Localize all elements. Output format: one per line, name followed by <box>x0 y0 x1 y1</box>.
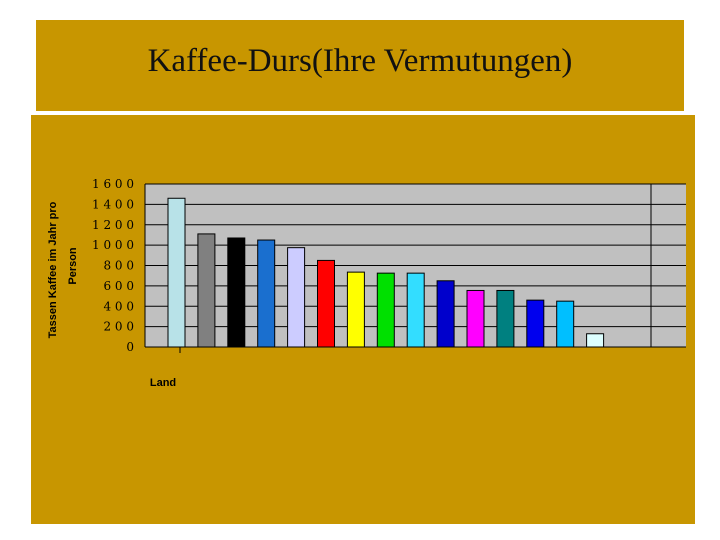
y-tick-label: 2 0 0 <box>103 320 134 334</box>
y-tick-labels: 1 6 0 0 1 4 0 0 1 2 0 0 1 0 0 0 8 0 0 6 0 0 4 … <box>92 177 134 354</box>
y-axis-label-line2: Person <box>67 247 79 285</box>
bar <box>317 259 335 348</box>
bar <box>436 280 455 348</box>
y-axis-label-line1: Tassen Kaffee im Jahr pro <box>47 201 59 338</box>
bar <box>406 272 425 348</box>
bar <box>466 289 485 348</box>
y-tick-label: 1 6 0 0 <box>92 177 134 191</box>
x-axis-label: Land <box>150 377 176 389</box>
bar <box>197 233 216 348</box>
bar <box>167 197 186 348</box>
bar <box>376 272 395 348</box>
y-tick-label: 0 <box>126 340 134 354</box>
y-tick-label: 1 4 0 0 <box>92 197 134 211</box>
y-tick-label: 1 2 0 0 <box>92 218 134 232</box>
y-tick-label: 8 0 0 <box>103 259 134 273</box>
bar <box>287 247 306 348</box>
y-tick-label: 6 0 0 <box>103 279 134 293</box>
title-banner: Kaffee-Durs(Ihre Vermutungen) <box>36 20 684 111</box>
bar <box>496 289 515 348</box>
page-title: Kaffee-Durs(Ihre Vermutungen) <box>147 43 573 79</box>
bar <box>526 299 545 348</box>
y-tick-label: 1 0 0 0 <box>92 238 134 252</box>
bars <box>167 197 605 348</box>
bar <box>346 271 365 348</box>
y-tick-label: 4 0 0 <box>103 299 134 313</box>
bar <box>556 300 575 348</box>
bar <box>257 239 276 348</box>
bar <box>227 237 246 348</box>
bar <box>586 333 605 348</box>
